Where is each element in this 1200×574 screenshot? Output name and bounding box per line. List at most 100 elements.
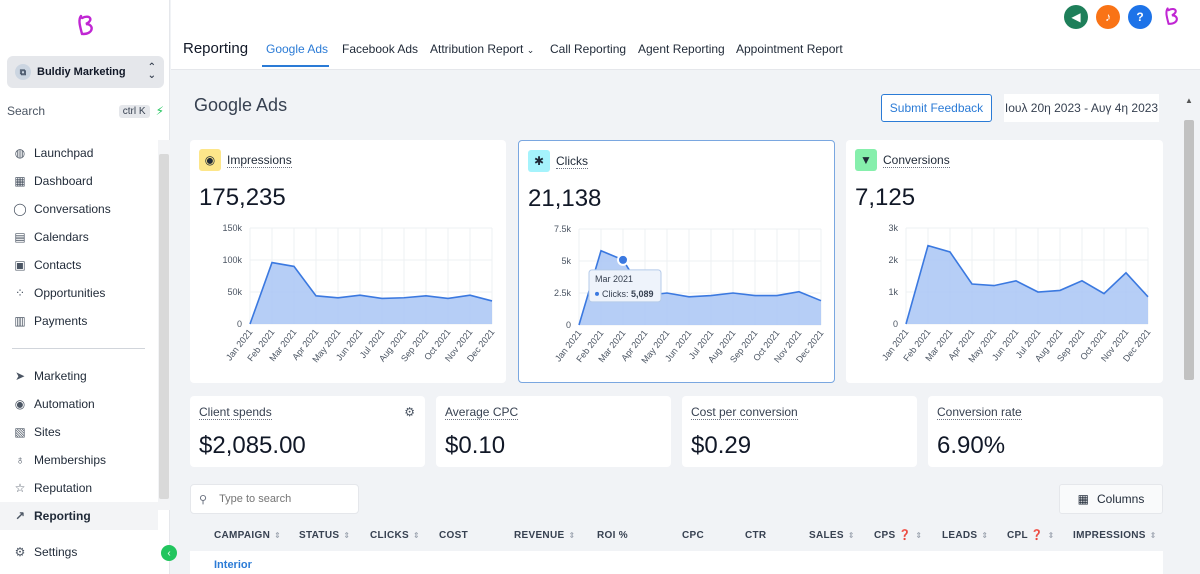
data-point[interactable] [1124,271,1128,275]
clicks-card[interactable]: ✱ Clicks 21,138 0 2.5k 5k 7.5k Jan 2021 Feb 2… [518,140,835,383]
th-campaign[interactable]: CAMPAIGN ⇕ [214,530,282,541]
data-point[interactable] [490,299,494,303]
data-point[interactable] [270,261,274,265]
sidebar-item-settings[interactable]: ⚙ Settings [0,538,158,566]
collapse-sidebar-icon[interactable]: ‹ [161,545,177,561]
sidebar-item-dashboard[interactable]: ▦ Dashboard [0,167,158,195]
sidebar-item-conversations[interactable]: ◯ Conversations [13,202,111,216]
data-point[interactable] [358,293,362,297]
sidebar-search[interactable]: Search ctrl K ⚡ [7,100,164,122]
data-point[interactable] [1036,290,1040,294]
sidebar-item-calendars[interactable]: ▤ Calendars [0,223,158,251]
campaign-link[interactable]: Interior [214,559,252,571]
sidebar-scrollbar[interactable] [158,140,170,510]
sidebar-scroll-thumb[interactable] [159,154,169,499]
data-point[interactable] [948,250,952,254]
th-ctr[interactable]: CTR [745,530,767,541]
sidebar-item-automation[interactable]: ◉ Automation [0,390,158,418]
date-range-picker[interactable]: Ιουλ 20η 2023 - Αυγ 4η 2023 [1004,94,1159,122]
data-point[interactable] [1058,288,1062,292]
data-point[interactable] [926,244,930,248]
data-point[interactable] [753,294,757,298]
tooltip-title: Mar 2021 [595,274,633,284]
data-point[interactable] [402,296,406,300]
th-cpc[interactable]: CPC [682,530,705,541]
data-point[interactable] [775,294,779,298]
th-cps[interactable]: CPS ❓ ⇕ [874,530,923,541]
launchpad-icon: ◍ [14,146,26,160]
data-point[interactable] [1014,279,1018,283]
data-point[interactable] [248,322,252,326]
data-point[interactable] [797,290,801,294]
tab-call-reporting[interactable]: Call Reporting [550,42,627,56]
data-point[interactable] [424,294,428,298]
th-impressions[interactable]: IMPRESSIONS ⇕ [1073,530,1157,541]
th-leads[interactable]: LEADS ⇕ [942,530,989,541]
data-point[interactable] [314,294,318,298]
sidebar-item-marketing[interactable]: ➤ Marketing [0,362,158,390]
data-point[interactable] [599,249,603,253]
tab-attribution-report[interactable]: Attribution Report ⌄ [430,42,535,56]
brand-logo-small[interactable] [1160,5,1184,29]
help-circle-icon[interactable]: ❓ [1030,530,1044,541]
main-scroll-thumb[interactable] [1184,120,1194,380]
tab-facebook-ads[interactable]: Facebook Ads [342,42,419,56]
sidebar-item-reputation[interactable]: ☆ Reputation [0,474,158,502]
th-cost[interactable]: COST [439,530,468,541]
sidebar-item-payments[interactable]: ▥ Payments [0,307,158,335]
help-circle-icon[interactable]: ❓ [898,530,912,541]
sidebar-item-opportunities[interactable]: ⁘ Opportunities [0,279,158,307]
data-point[interactable] [992,284,996,288]
submit-feedback-button[interactable]: Submit Feedback [881,94,992,122]
megaphone-icon[interactable]: ◀ [1064,5,1088,29]
data-point[interactable] [446,296,450,300]
conversions-card[interactable]: ▼ Conversions 7,125 0 1k 2k 3k Jan 2021 Feb 2… [846,140,1163,383]
data-point[interactable] [292,264,296,268]
data-point[interactable] [468,293,472,297]
th-roi[interactable]: ROI % [597,530,628,541]
account-switcher[interactable]: ⧉ Buldiy Marketing ⌃ ⌄ [7,56,164,88]
data-point[interactable] [1080,279,1084,283]
data-point[interactable] [336,296,340,300]
data-point[interactable] [577,323,581,327]
columns-button[interactable]: ▦ Columns [1059,484,1163,514]
data-point[interactable] [665,291,669,295]
impressions-card[interactable]: ◉ Impressions 175,235 0 50k 100k 150k Jan 20… [190,140,506,383]
data-point[interactable] [1146,295,1150,299]
th-sales[interactable]: SALES ⇕ [809,530,855,541]
th-status[interactable]: STATUS ⇕ [299,530,351,541]
sidebar-item-contacts[interactable]: ▣ Contacts [0,251,158,279]
scroll-up-icon[interactable]: ▲ [1185,96,1193,105]
bolt-icon[interactable]: ⚡ [155,104,164,118]
data-point[interactable] [904,322,908,326]
sort-icon: ⇕ [847,531,855,540]
table-search[interactable]: ⚲ [190,484,359,514]
data-point[interactable] [687,295,691,299]
data-point[interactable] [970,282,974,286]
tab-appointment-report[interactable]: Appointment Report [736,42,843,56]
table-search-input[interactable] [219,493,340,505]
brand-logo[interactable] [72,12,100,40]
main-scrollbar[interactable]: ▲ [1182,90,1196,574]
th-cpl[interactable]: CPL ❓ ⇕ [1007,530,1055,541]
highlight-point[interactable] [617,253,629,266]
data-point[interactable] [380,296,384,300]
help-icon[interactable]: ? [1128,5,1152,29]
sidebar-item-launchpad[interactable]: ◍ Launchpad [0,139,158,167]
data-point[interactable] [1102,292,1106,296]
gear-icon[interactable]: ⚙ [404,405,415,419]
sidebar-item-reporting[interactable]: ↗ Reporting [0,502,158,530]
data-point[interactable] [709,294,713,298]
sidebar-item-memberships[interactable]: ♁ Memberships [0,446,158,474]
data-point[interactable] [819,299,823,303]
th-revenue[interactable]: REVENUE ⇕ [514,530,576,541]
data-point[interactable] [731,291,735,295]
th-clicks[interactable]: CLICKS ⇕ [370,530,421,541]
sidebar-item-sites[interactable]: ▧ Sites [0,418,158,446]
tab-agent-reporting[interactable]: Agent Reporting [638,42,725,56]
bell-icon[interactable]: ♪ [1096,5,1120,29]
tab-google-ads[interactable]: Google Ads [266,42,329,56]
